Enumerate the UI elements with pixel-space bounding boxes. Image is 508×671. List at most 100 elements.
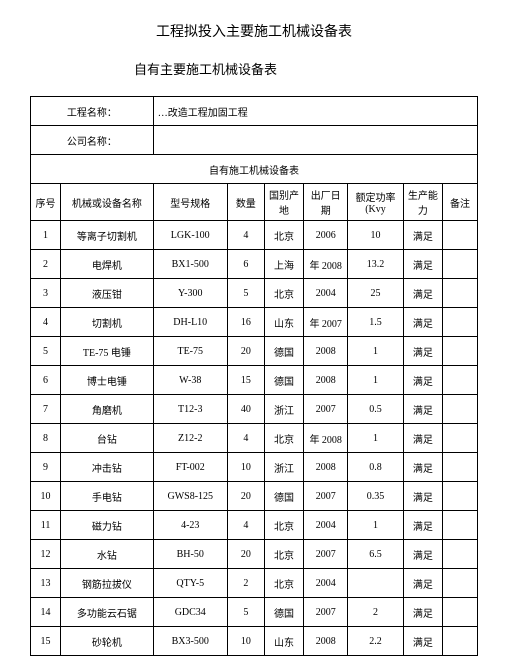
cell-name: 角磨机	[61, 395, 154, 424]
cell-capacity: 满足	[403, 453, 442, 482]
cell-power: 1	[348, 424, 404, 453]
cell-date: 年 2008	[304, 424, 348, 453]
table-row: 2电焊机BX1-5006上海年 200813.2满足	[31, 250, 478, 279]
cell-qty: 4	[227, 424, 264, 453]
table-row: 7角磨机T12-340浙江20070.5满足	[31, 395, 478, 424]
cell-remark	[443, 598, 478, 627]
cell-date: 2007	[304, 598, 348, 627]
col-qty: 数量	[227, 184, 264, 221]
cell-name: 电焊机	[61, 250, 154, 279]
cell-name: 博士电锤	[61, 366, 154, 395]
cell-power	[348, 569, 404, 598]
cell-capacity: 满足	[403, 279, 442, 308]
cell-capacity: 满足	[403, 540, 442, 569]
cell-seq: 8	[31, 424, 61, 453]
cell-seq: 5	[31, 337, 61, 366]
cell-origin: 德国	[264, 337, 303, 366]
cell-qty: 20	[227, 540, 264, 569]
cell-date: 年 2008	[304, 250, 348, 279]
cell-model: W-38	[153, 366, 227, 395]
table-row: 12水钻BH-5020北京20076.5满足	[31, 540, 478, 569]
cell-capacity: 满足	[403, 395, 442, 424]
col-model: 型号规格	[153, 184, 227, 221]
col-capacity: 生产能力	[403, 184, 442, 221]
cell-origin: 浙江	[264, 395, 303, 424]
cell-capacity: 满足	[403, 627, 442, 656]
cell-name: 液压钳	[61, 279, 154, 308]
cell-model: T12-3	[153, 395, 227, 424]
cell-qty: 10	[227, 453, 264, 482]
cell-origin: 北京	[264, 540, 303, 569]
cell-capacity: 满足	[403, 598, 442, 627]
cell-date: 2008	[304, 366, 348, 395]
inner-title-row: 自有施工机械设备表	[31, 155, 478, 184]
cell-remark	[443, 482, 478, 511]
cell-power: 1.5	[348, 308, 404, 337]
cell-qty: 5	[227, 598, 264, 627]
inner-title: 自有施工机械设备表	[31, 155, 478, 184]
cell-power: 1	[348, 366, 404, 395]
table-row: 3液压钳Y-3005北京200425满足	[31, 279, 478, 308]
table-row: 8台钻Z12-24北京年 20081满足	[31, 424, 478, 453]
cell-remark	[443, 337, 478, 366]
cell-qty: 16	[227, 308, 264, 337]
table-row: 11磁力钻4-234北京20041满足	[31, 511, 478, 540]
cell-seq: 10	[31, 482, 61, 511]
cell-model: 4-23	[153, 511, 227, 540]
cell-capacity: 满足	[403, 337, 442, 366]
cell-name: 钢筋拉拔仪	[61, 569, 154, 598]
table-row: 9冲击钻FT-00210浙江20080.8满足	[31, 453, 478, 482]
cell-remark	[443, 453, 478, 482]
cell-model: BX1-500	[153, 250, 227, 279]
cell-model: BX3-500	[153, 627, 227, 656]
cell-remark	[443, 569, 478, 598]
cell-seq: 15	[31, 627, 61, 656]
cell-name: TE-75 电锤	[61, 337, 154, 366]
cell-capacity: 满足	[403, 511, 442, 540]
col-remark: 备注	[443, 184, 478, 221]
cell-model: Z12-2	[153, 424, 227, 453]
company-name-value	[153, 126, 477, 155]
cell-origin: 德国	[264, 366, 303, 395]
cell-origin: 浙江	[264, 453, 303, 482]
cell-qty: 15	[227, 366, 264, 395]
cell-date: 2004	[304, 569, 348, 598]
col-name: 机械或设备名称	[61, 184, 154, 221]
cell-qty: 5	[227, 279, 264, 308]
table-row: 10手电钻GWS8-12520德国20070.35满足	[31, 482, 478, 511]
table-row: 13钢筋拉拔仪QTY-52北京2004满足	[31, 569, 478, 598]
cell-model: GWS8-125	[153, 482, 227, 511]
cell-capacity: 满足	[403, 221, 442, 250]
cell-date: 2008	[304, 337, 348, 366]
cell-date: 2004	[304, 511, 348, 540]
cell-name: 手电钻	[61, 482, 154, 511]
cell-remark	[443, 627, 478, 656]
cell-origin: 德国	[264, 482, 303, 511]
cell-capacity: 满足	[403, 308, 442, 337]
cell-origin: 北京	[264, 221, 303, 250]
cell-seq: 2	[31, 250, 61, 279]
cell-seq: 6	[31, 366, 61, 395]
cell-qty: 4	[227, 511, 264, 540]
cell-model: FT-002	[153, 453, 227, 482]
table-row: 6博士电锤W-3815德国20081满足	[31, 366, 478, 395]
cell-name: 多功能云石锯	[61, 598, 154, 627]
col-date: 出厂日期	[304, 184, 348, 221]
header-company-row: 公司名称：	[31, 126, 478, 155]
cell-date: 2008	[304, 627, 348, 656]
cell-model: TE-75	[153, 337, 227, 366]
cell-model: GDC34	[153, 598, 227, 627]
table-row: 15砂轮机BX3-50010山东20082.2满足	[31, 627, 478, 656]
cell-power: 2	[348, 598, 404, 627]
cell-date: 2007	[304, 540, 348, 569]
company-name-label: 公司名称：	[31, 126, 154, 155]
cell-remark	[443, 540, 478, 569]
header-project-row: 工程名称： …改造工程加固工程	[31, 97, 478, 126]
cell-power: 6.5	[348, 540, 404, 569]
cell-remark	[443, 424, 478, 453]
cell-model: BH-50	[153, 540, 227, 569]
cell-name: 台钻	[61, 424, 154, 453]
cell-remark	[443, 366, 478, 395]
col-power: 额定功率 (Kvy	[348, 184, 404, 221]
cell-seq: 3	[31, 279, 61, 308]
